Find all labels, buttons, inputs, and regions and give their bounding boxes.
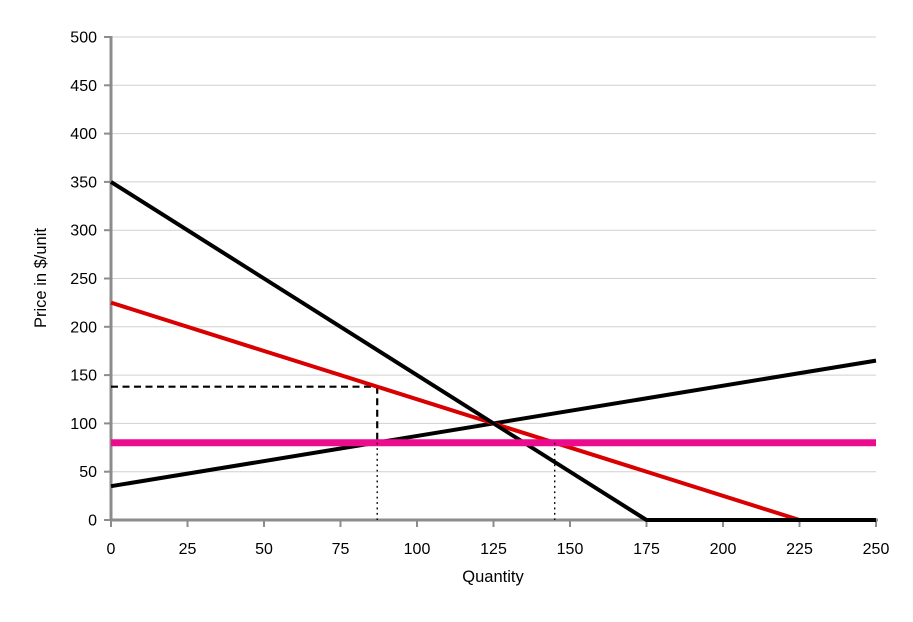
x-tick-label-25: 25 [179, 541, 197, 558]
x-tick-label-50: 50 [255, 541, 273, 558]
y-tick-label-50: 50 [79, 464, 97, 481]
x-tick-label-125: 125 [480, 541, 507, 558]
y-tick-label-0: 0 [88, 513, 97, 530]
y-axis-title: Price in $/unit [32, 228, 50, 328]
demand-curve-black [109, 180, 876, 522]
x-tick-label-100: 100 [404, 541, 431, 558]
x-axis-title: Quantity [462, 568, 524, 586]
y-tick-label-150: 150 [70, 368, 97, 385]
x-tick-label-75: 75 [332, 541, 350, 558]
y-tick-label-250: 250 [70, 271, 97, 288]
chart-plot-area: 0 50 100 150 200 250 300 350 400 450 500 0 25 50 75 100… [70, 30, 889, 559]
x-tick-label-200: 200 [710, 541, 737, 558]
x-tick-label-175: 175 [633, 541, 660, 558]
y-tick-label-500: 500 [70, 30, 97, 47]
y-tick-label-450: 450 [70, 78, 97, 95]
y-tick-label-400: 400 [70, 126, 97, 143]
x-tick-label-225: 225 [786, 541, 813, 558]
y-tick-label-200: 200 [70, 319, 97, 336]
demand-curve-red [110, 300, 876, 522]
y-tick-label-300: 300 [70, 223, 97, 240]
y-tick-label-350: 350 [70, 174, 97, 191]
y-tick-label-100: 100 [70, 416, 97, 433]
x-tick-label-250: 250 [863, 541, 890, 558]
x-tick-label-150: 150 [557, 541, 584, 558]
x-tick-label-0: 0 [107, 541, 116, 558]
